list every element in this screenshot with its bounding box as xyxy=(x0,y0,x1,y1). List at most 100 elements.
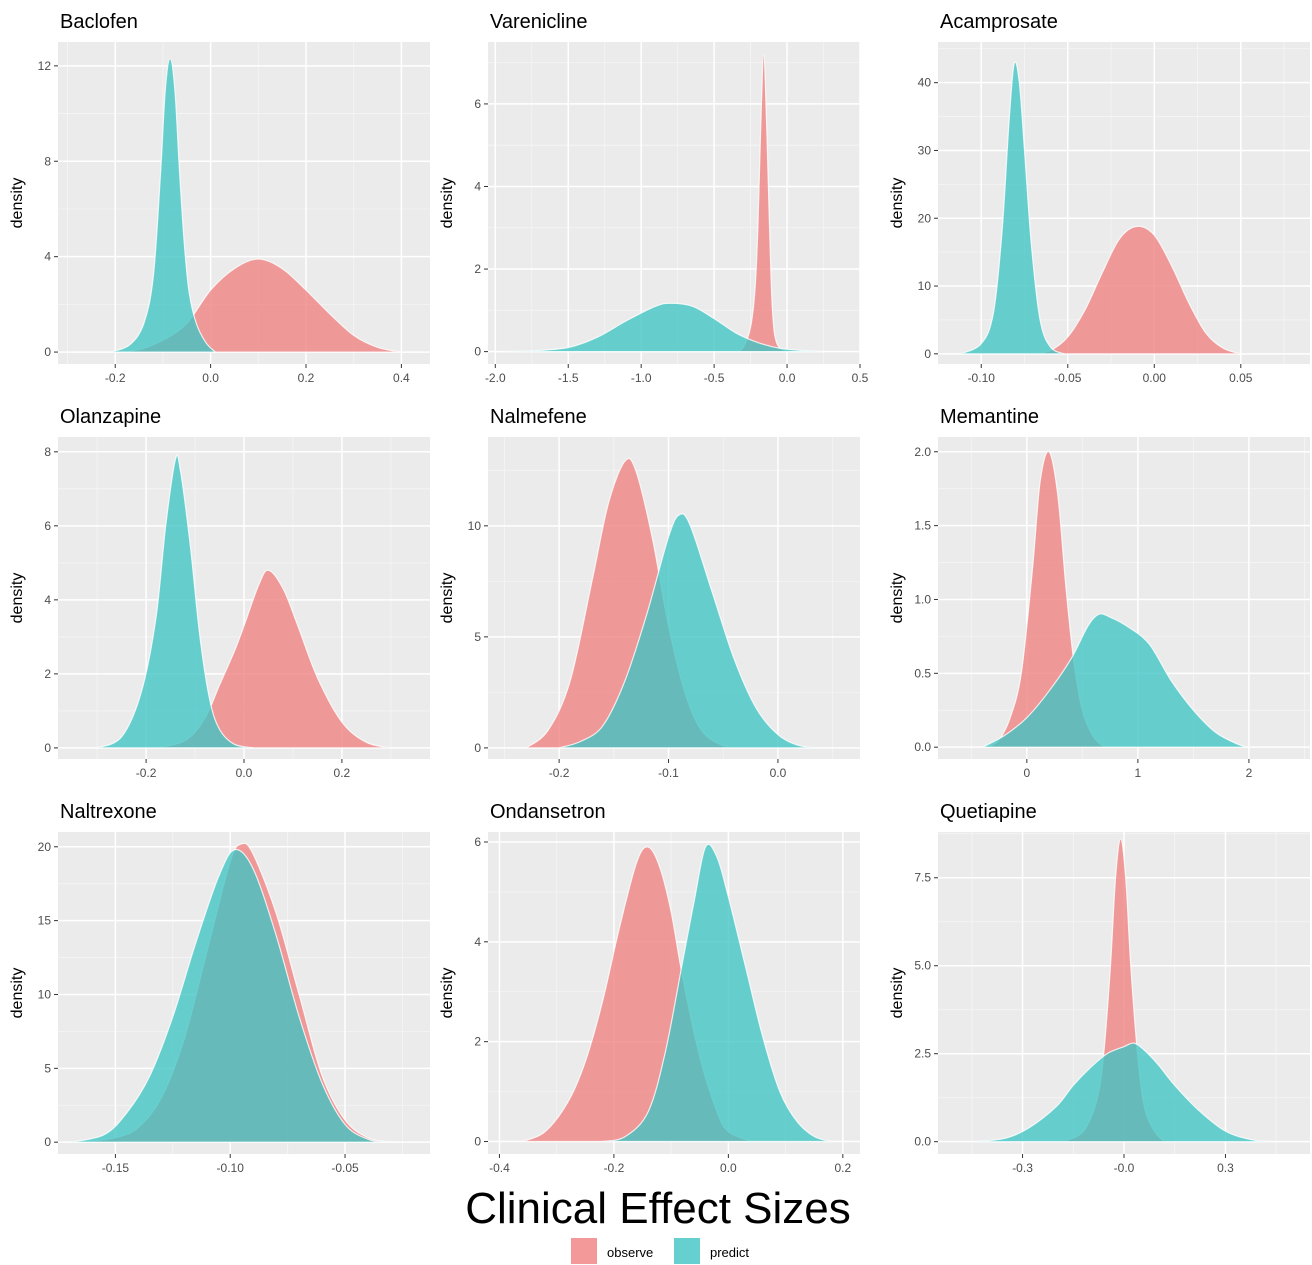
x-tick-label: -0.0 xyxy=(1114,1161,1135,1175)
y-tick-label: 8 xyxy=(44,154,51,168)
panel-title: Nalmefene xyxy=(490,406,587,428)
panel-varenicline: -2.0 -1.5 -1.0 -0.5 0.0 0.5 0 2 4 6 density Varenic… xyxy=(439,11,869,385)
panel-title: Memantine xyxy=(940,406,1039,428)
y-axis-label: density xyxy=(9,573,26,624)
panel-title: Naltrexone xyxy=(60,801,157,823)
y-tick-label: 0 xyxy=(44,1135,51,1149)
x-tick-label: -1.0 xyxy=(631,371,652,385)
panel-title: Varenicline xyxy=(490,11,587,33)
y-tick-label: 0 xyxy=(474,345,481,359)
x-tick-label: -0.3 xyxy=(1012,1161,1033,1175)
y-axis-label: density xyxy=(9,968,26,1019)
panel-olanzapine: -0.2 0.0 0.2 0 2 4 6 8 density Olanzapine xyxy=(9,406,430,780)
x-tick-label: -0.1 xyxy=(658,766,679,780)
density-area-observe xyxy=(733,53,789,353)
x-tick-label: -0.2 xyxy=(136,766,157,780)
y-tick-label: 15 xyxy=(38,914,52,928)
x-tick-label: 0.2 xyxy=(834,1161,851,1175)
panel-title: Quetiapine xyxy=(940,801,1037,823)
y-tick-label: 10 xyxy=(468,519,482,533)
density-area-predict xyxy=(982,613,1250,748)
x-tick-label: -0.05 xyxy=(1054,371,1082,385)
y-axis-label: density xyxy=(889,573,906,624)
y-tick-label: 0 xyxy=(44,345,51,359)
x-tick-label: -0.5 xyxy=(704,371,725,385)
y-tick-label: 4 xyxy=(44,593,51,607)
y-tick-label: 1.5 xyxy=(914,519,931,533)
x-tick-label: -0.2 xyxy=(604,1161,625,1175)
x-tick-label: 0.5 xyxy=(852,371,869,385)
y-axis-label: density xyxy=(439,573,456,624)
y-tick-label: 0 xyxy=(474,1135,481,1149)
density-area-predict xyxy=(960,61,1065,355)
density-area-predict xyxy=(495,302,824,353)
x-tick-label: 2 xyxy=(1246,766,1253,780)
density-area-predict xyxy=(110,58,217,353)
x-tick-label: 0.0 xyxy=(770,766,787,780)
y-tick-label: 10 xyxy=(918,279,932,293)
legend-swatch-predict xyxy=(674,1238,700,1264)
panel-title: Olanzapine xyxy=(60,406,161,428)
panel-title: Baclofen xyxy=(60,11,138,33)
y-tick-label: 5.0 xyxy=(914,959,931,973)
y-tick-label: 8 xyxy=(44,445,51,459)
x-tick-label: -0.4 xyxy=(489,1161,510,1175)
density-area-predict xyxy=(69,849,387,1143)
x-tick-label: -0.10 xyxy=(217,1161,245,1175)
x-tick-label: 0.4 xyxy=(393,371,410,385)
y-tick-label: 4 xyxy=(44,250,51,264)
y-tick-label: 40 xyxy=(918,76,932,90)
x-tick-label: 0.05 xyxy=(1229,371,1253,385)
x-tick-label: -0.10 xyxy=(968,371,996,385)
x-tick-label: -0.2 xyxy=(105,371,126,385)
x-tick-label: -1.5 xyxy=(558,371,579,385)
x-tick-label: 0.00 xyxy=(1143,371,1167,385)
y-tick-label: 0 xyxy=(44,741,51,755)
density-area-observe xyxy=(1033,225,1241,355)
panel-memantine: 0 1 2 0.0 0.5 1.0 1.5 2.0 density Memantine xyxy=(889,406,1310,780)
panel-quetiapine: -0.3 -0.0 0.3 0.0 2.5 5.0 7.5 density Quetiapine xyxy=(889,801,1310,1175)
legend-label-predict: predict xyxy=(710,1245,749,1260)
y-axis-label: density xyxy=(9,178,26,229)
panel-ondansetron: -0.4 -0.2 0.0 0.2 0 2 4 6 density Ondansetron xyxy=(439,801,860,1175)
y-tick-label: 6 xyxy=(44,519,51,533)
y-axis-label: density xyxy=(889,178,906,229)
legend-label-observe: observe xyxy=(607,1245,653,1260)
y-tick-label: 20 xyxy=(918,211,932,225)
y-tick-label: 20 xyxy=(38,840,52,854)
y-tick-label: 6 xyxy=(474,835,481,849)
x-tick-label: -0.15 xyxy=(102,1161,130,1175)
y-tick-label: 7.5 xyxy=(914,871,931,885)
y-tick-label: 0.0 xyxy=(914,1135,931,1149)
y-tick-label: 4 xyxy=(474,935,481,949)
y-tick-label: 2 xyxy=(474,1035,481,1049)
density-area-predict xyxy=(558,513,822,749)
x-tick-label: 1 xyxy=(1135,766,1142,780)
y-axis-label: density xyxy=(439,178,456,229)
legend-swatch-observe xyxy=(571,1238,597,1264)
y-axis-label: density xyxy=(439,968,456,1019)
y-tick-label: 5 xyxy=(44,1061,51,1075)
panel-naltrexone: -0.15 -0.10 -0.05 0 5 10 15 20 density Naltrexone xyxy=(9,801,430,1175)
panel-title: Ondansetron xyxy=(490,801,606,823)
x-tick-label: 0.2 xyxy=(298,371,315,385)
y-tick-label: 4 xyxy=(474,179,481,193)
x-tick-label: -0.2 xyxy=(549,766,570,780)
y-tick-label: 0.5 xyxy=(914,666,931,680)
y-tick-label: 2 xyxy=(44,667,51,681)
y-tick-label: 10 xyxy=(38,987,52,1001)
panel-nalmefene: -0.2 -0.1 0.0 0 5 10 density Nalmefene xyxy=(439,406,860,780)
y-tick-label: 12 xyxy=(38,59,52,73)
density-area-predict xyxy=(602,843,832,1143)
legend: observe predict xyxy=(571,1238,749,1264)
y-tick-label: 2 xyxy=(474,262,481,276)
x-tick-label: -2.0 xyxy=(485,371,506,385)
y-tick-label: 1.0 xyxy=(914,592,931,606)
y-tick-label: 0 xyxy=(474,741,481,755)
x-tick-label: 0.0 xyxy=(202,371,219,385)
panel-acamprosate: -0.10 -0.05 0.00 0.05 0 10 20 30 40 density Acampr… xyxy=(889,11,1310,385)
figure-title: Clinical Effect Sizes xyxy=(465,1184,851,1233)
x-tick-label: 0.0 xyxy=(720,1161,737,1175)
x-tick-label: 0 xyxy=(1023,766,1030,780)
